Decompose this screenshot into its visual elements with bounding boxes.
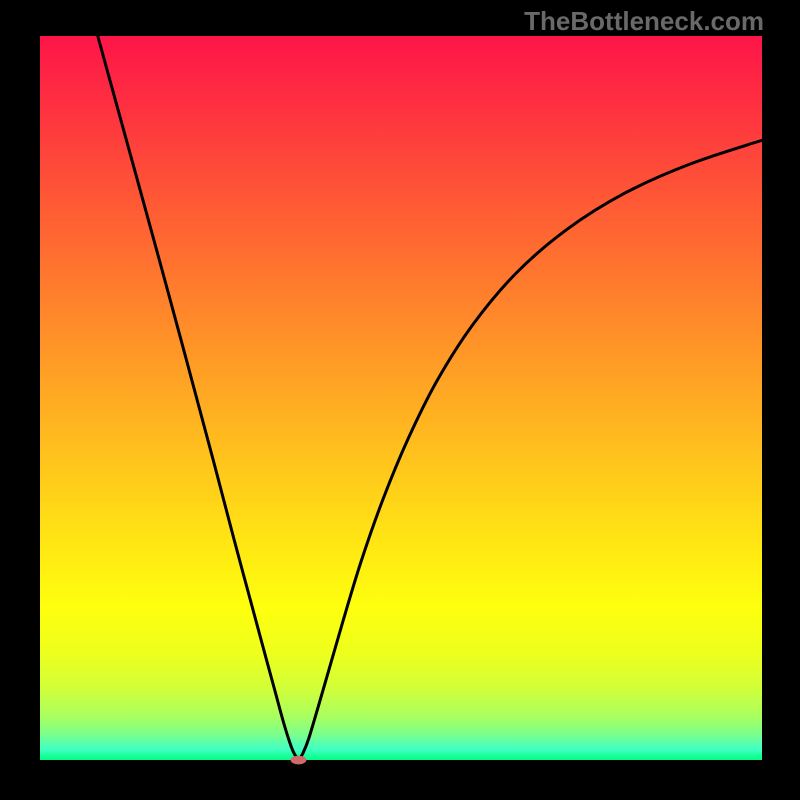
chart-frame: TheBottleneck.com: [0, 0, 800, 800]
minimum-marker: [291, 756, 307, 765]
curve-right-branch: [298, 140, 762, 760]
bottleneck-curve: [0, 0, 800, 800]
watermark-text: TheBottleneck.com: [524, 6, 764, 37]
curve-left-branch: [98, 36, 299, 760]
